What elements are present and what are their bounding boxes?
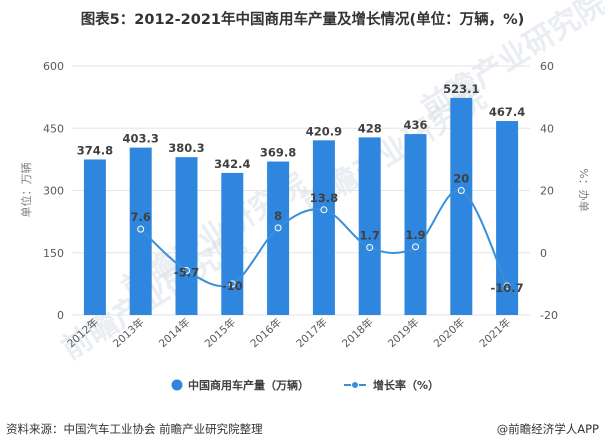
legend: 中国商用车产量（万辆） 增长率（%） bbox=[171, 378, 439, 392]
bar bbox=[404, 134, 427, 315]
x-tick-label: 2020年 bbox=[431, 316, 467, 351]
bar-value-label: 523.1 bbox=[443, 82, 479, 96]
line-point bbox=[274, 224, 282, 232]
bar bbox=[221, 172, 244, 315]
right-axis-label: %：办单 bbox=[577, 168, 590, 211]
line-point bbox=[137, 225, 145, 233]
legend-line-marker bbox=[351, 381, 359, 389]
line-value-label: -10.7 bbox=[491, 281, 524, 295]
bar-value-label: 467.4 bbox=[489, 105, 525, 119]
bar-series bbox=[83, 97, 519, 316]
bar-value-labels: 374.8 403.3 380.3 342.4 369.8 420.9 428 436 523.… bbox=[77, 82, 526, 171]
right-tick-label: 40 bbox=[540, 122, 554, 135]
legend-line-label: 增长率（%） bbox=[373, 378, 439, 392]
left-axis-label: 单位：万辆 bbox=[19, 163, 33, 218]
bar-value-label: 369.8 bbox=[260, 146, 296, 160]
line-value-label: -5.7 bbox=[174, 265, 199, 279]
chart-title: 图表5：2012-2021年中国商用车产量及增长情况(单位：万辆，%) bbox=[80, 12, 525, 28]
bar-value-label: 403.3 bbox=[123, 132, 159, 146]
legend-bar-swatch bbox=[171, 379, 183, 391]
line-point bbox=[366, 243, 374, 251]
x-tick-label: 2016年 bbox=[248, 316, 284, 351]
source-note: 资料来源：中国汽车工业协会 前瞻产业研究院整理 bbox=[6, 422, 263, 436]
bar-value-label: 374.8 bbox=[77, 143, 113, 157]
line-point bbox=[412, 243, 419, 251]
x-tick-label: 2015年 bbox=[202, 316, 238, 351]
x-tick-label: 2017年 bbox=[294, 316, 330, 351]
bar bbox=[312, 140, 335, 315]
line-value-label: 1.7 bbox=[360, 228, 380, 242]
left-axis-ticks: 0 150 300 450 600 bbox=[43, 60, 64, 322]
line-value-label: -10 bbox=[222, 279, 243, 293]
bar-value-label: 342.4 bbox=[214, 157, 250, 171]
left-tick-label: 150 bbox=[43, 247, 64, 260]
bar bbox=[83, 159, 106, 315]
footer: 资料来源：中国汽车工业协会 前瞻产业研究院整理 @前瞻经济学人APP bbox=[6, 421, 599, 439]
line-value-label: 7.6 bbox=[131, 210, 151, 224]
x-tick-label: 2018年 bbox=[339, 316, 375, 351]
bar-value-label: 380.3 bbox=[168, 141, 204, 155]
x-tick-label: 2021年 bbox=[477, 316, 513, 351]
right-tick-label: 20 bbox=[540, 185, 554, 198]
left-tick-label: 450 bbox=[43, 122, 64, 135]
bar-value-label: 428 bbox=[358, 121, 382, 135]
line-value-label: 20 bbox=[453, 172, 469, 186]
credit-note: @前瞻经济学人APP bbox=[496, 422, 599, 436]
line-value-label: 13.8 bbox=[310, 191, 338, 205]
line-value-labels: 7.6 -5.7 -10 8 13.8 1.7 1.9 20 -10.7 bbox=[131, 172, 524, 296]
bar bbox=[358, 137, 381, 315]
bar-value-label: 420.9 bbox=[306, 124, 342, 138]
left-tick-label: 300 bbox=[43, 185, 64, 198]
x-tick-label: 2014年 bbox=[156, 316, 192, 351]
line-value-label: 8 bbox=[274, 209, 282, 223]
line-point bbox=[228, 280, 236, 288]
bar bbox=[450, 97, 473, 315]
line-point bbox=[320, 206, 328, 214]
bar bbox=[267, 161, 290, 315]
left-tick-label: 0 bbox=[57, 309, 64, 322]
left-tick-label: 600 bbox=[43, 60, 64, 73]
line-point bbox=[503, 282, 511, 290]
right-tick-label: -20 bbox=[540, 309, 558, 322]
line-value-label: 1.9 bbox=[405, 228, 425, 242]
bar bbox=[175, 157, 198, 315]
right-tick-label: 0 bbox=[540, 247, 547, 260]
line-point bbox=[183, 266, 190, 274]
legend-bar-label: 中国商用车产量（万辆） bbox=[188, 378, 309, 392]
bar-value-label: 436 bbox=[403, 118, 427, 132]
right-tick-label: 60 bbox=[540, 60, 554, 73]
x-tick-label: 2019年 bbox=[385, 316, 421, 351]
bar bbox=[496, 121, 519, 316]
right-axis-ticks: -20 0 20 40 60 bbox=[540, 60, 558, 322]
line-point bbox=[457, 187, 465, 194]
